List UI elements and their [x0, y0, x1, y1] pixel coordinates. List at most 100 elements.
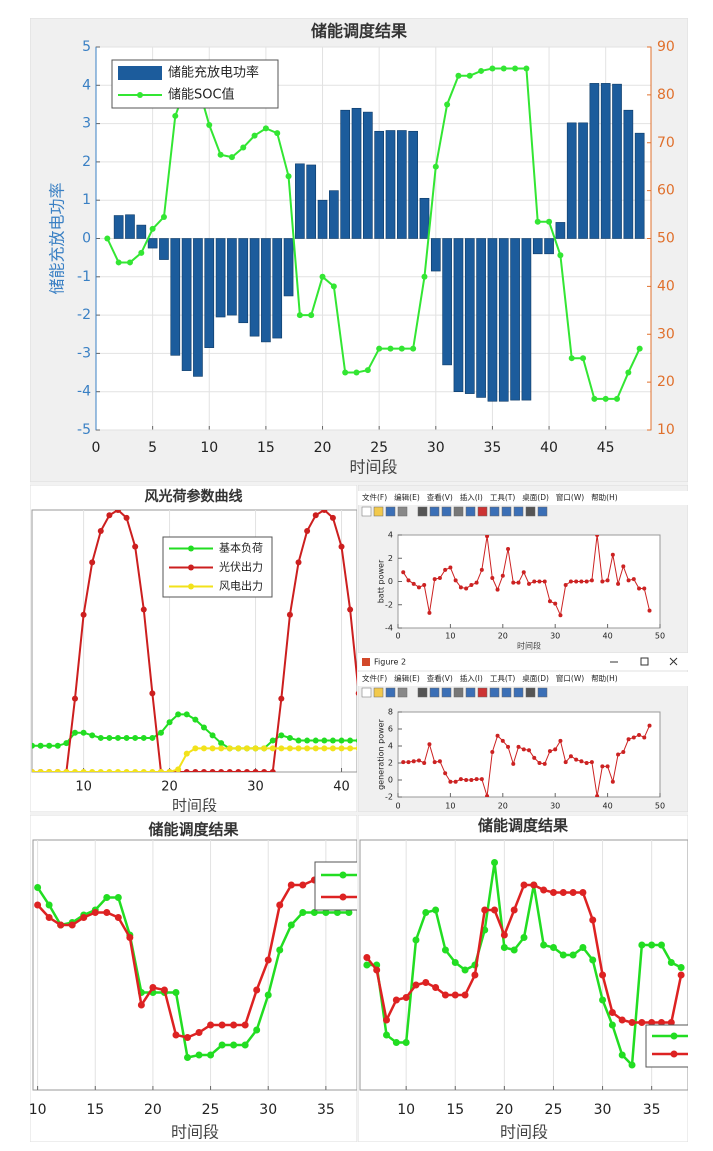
toolbar-icon[interactable]	[361, 506, 372, 517]
y-tick-label: -5	[77, 422, 91, 438]
point	[383, 1016, 391, 1024]
toolbar-icon[interactable]	[453, 687, 464, 698]
toolbar-icon[interactable]	[373, 687, 384, 698]
toolbar-icon[interactable]	[429, 687, 440, 698]
toolbar-icon[interactable]	[489, 506, 500, 517]
toolbar-icon[interactable]	[525, 506, 536, 517]
menu-item[interactable]: 查看(V)	[427, 673, 453, 683]
menu-item[interactable]: 帮助(H)	[591, 492, 618, 502]
toolbar-icon[interactable]	[417, 506, 428, 517]
plot-area	[397, 711, 661, 798]
toolbar-icon[interactable]	[489, 687, 500, 698]
point	[80, 729, 87, 736]
toolbar-icon[interactable]	[513, 506, 524, 517]
toolbar-icon[interactable]	[465, 687, 476, 698]
toolbar-icon[interactable]	[477, 687, 488, 698]
menu-item[interactable]: 桌面(D)	[522, 492, 549, 502]
point	[402, 994, 410, 1001]
point	[542, 761, 547, 766]
bar	[578, 122, 588, 239]
point	[12, 743, 18, 749]
point	[218, 1021, 226, 1029]
toolbar-icon[interactable]	[441, 687, 452, 698]
point	[602, 395, 609, 402]
point	[363, 961, 371, 969]
toolbar-icon[interactable]	[441, 506, 452, 517]
menu-item[interactable]: 编辑(E)	[394, 673, 420, 683]
toolbar-icon[interactable]	[397, 687, 408, 698]
point	[285, 173, 292, 180]
toolbar-icon[interactable]	[397, 506, 408, 517]
point	[45, 914, 53, 921]
bar	[442, 238, 452, 366]
point	[209, 745, 216, 752]
x-axis-label: 时间段	[500, 1123, 548, 1142]
toolbar-icon[interactable]	[537, 687, 548, 698]
point	[218, 740, 225, 747]
toolbar-icon[interactable]	[373, 506, 384, 517]
point	[599, 996, 607, 1004]
x-tick-label: 30	[427, 440, 445, 456]
bar	[329, 190, 339, 239]
menu-item[interactable]: 编辑(E)	[394, 492, 420, 502]
menu-item[interactable]: 工具(T)	[490, 493, 516, 502]
toolbar-icon[interactable]	[385, 506, 396, 517]
menu-item[interactable]: 桌面(D)	[522, 673, 549, 683]
toolbar-icon[interactable]	[385, 687, 396, 698]
bar	[193, 238, 203, 377]
chart-panel: Figure 2 文件(F) 编辑(E) 查看(V) 插入(I) 工具(T) 桌面(D) 窗口…	[358, 653, 688, 812]
y-tick-label: -1	[77, 269, 91, 285]
x-tick-label: 5	[148, 440, 157, 456]
menu-item[interactable]: 工具(T)	[490, 674, 516, 683]
point	[138, 249, 145, 256]
point	[286, 611, 293, 618]
menu-item[interactable]: 窗口(W)	[556, 492, 584, 502]
point	[642, 586, 647, 591]
point	[621, 749, 626, 754]
point	[553, 601, 558, 606]
point	[422, 761, 427, 765]
legend-box	[314, 861, 357, 911]
point	[175, 766, 182, 772]
bar	[419, 197, 430, 239]
legend-marker	[188, 545, 194, 552]
menu-item[interactable]: 文件(F)	[362, 673, 387, 683]
window-title: Figure 2	[374, 658, 406, 667]
toolbar-icon[interactable]	[429, 506, 440, 517]
toolbar-icon[interactable]	[361, 687, 372, 698]
point	[103, 894, 111, 901]
bar	[385, 130, 396, 239]
point	[230, 1041, 238, 1049]
menu-item[interactable]: 插入(I)	[460, 492, 483, 502]
point	[579, 889, 587, 896]
x-tick-label: 15	[86, 1102, 104, 1118]
point	[506, 744, 511, 749]
toolbar-icon[interactable]	[501, 506, 512, 517]
point	[461, 966, 469, 974]
toolbar-icon[interactable]	[453, 506, 464, 517]
point	[252, 745, 259, 752]
x-tick-label: 10	[75, 780, 92, 795]
menu-item[interactable]: 文件(F)	[362, 492, 387, 502]
toolbar-icon[interactable]	[477, 506, 488, 517]
point	[637, 732, 642, 737]
toolbar-icon[interactable]	[501, 687, 512, 698]
menu-item[interactable]: 查看(V)	[427, 492, 453, 502]
menu-item[interactable]: 帮助(H)	[591, 673, 618, 683]
toolbar-icon[interactable]	[465, 506, 476, 517]
x-tick-label: 35	[643, 1102, 661, 1118]
toolbar-icon[interactable]	[513, 687, 524, 698]
point	[253, 986, 261, 994]
point	[626, 578, 631, 583]
toolbar-icon[interactable]	[417, 687, 428, 698]
menu-item[interactable]: 插入(I)	[460, 673, 483, 683]
toolbar-icon[interactable]	[525, 687, 536, 698]
point	[512, 65, 519, 72]
point	[490, 749, 495, 754]
menu-item[interactable]: 窗口(W)	[556, 673, 584, 683]
point	[580, 355, 587, 362]
x-axis-label: 时间段	[349, 458, 397, 477]
toolbar-icon[interactable]	[537, 506, 548, 517]
y2-tick-label: 10	[657, 422, 675, 438]
point	[97, 769, 104, 772]
